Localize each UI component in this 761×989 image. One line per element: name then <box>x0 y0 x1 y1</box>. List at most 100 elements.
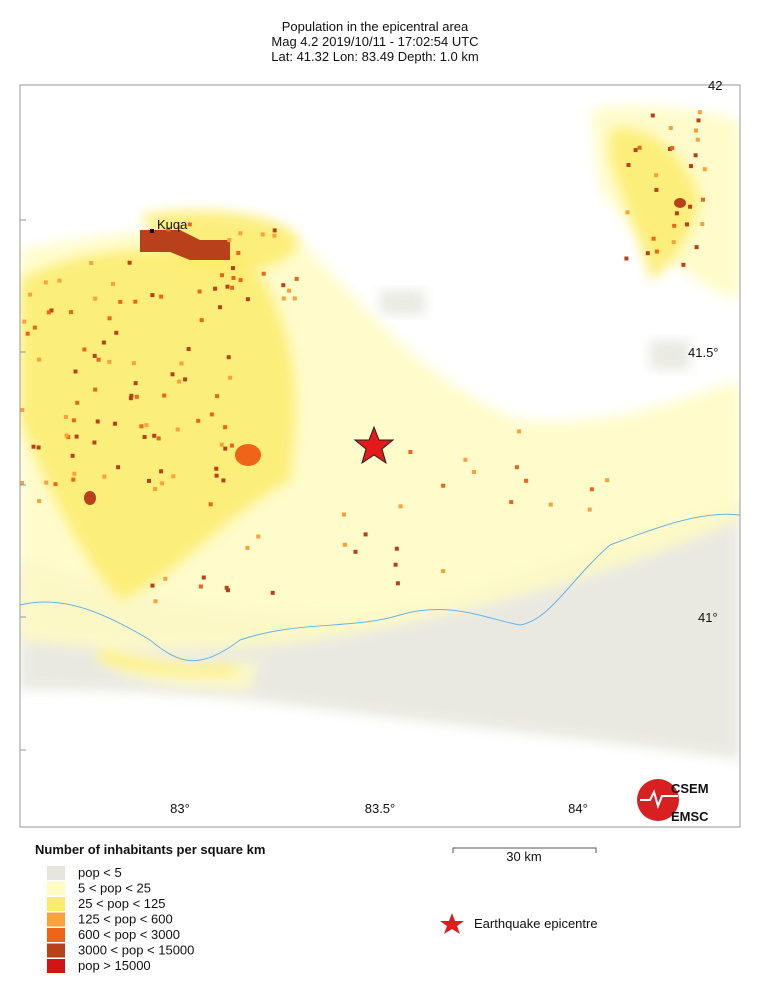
settlement <box>63 414 68 419</box>
town <box>235 444 261 466</box>
settlement <box>700 222 705 226</box>
legend-label: 600 < pop < 3000 <box>78 927 180 942</box>
scale-label: 30 km <box>506 849 541 864</box>
settlement <box>670 146 675 150</box>
settlement <box>175 427 180 432</box>
legend-title: Number of inhabitants per square km <box>35 842 265 857</box>
settlement <box>20 481 24 485</box>
event-info: Mag 4.2 2019/10/11 - 17:02:54 UTC <box>271 34 478 49</box>
lon-label: 83° <box>170 801 190 816</box>
logo-bottom: EMSC <box>671 809 709 824</box>
settlement <box>238 278 243 283</box>
settlement <box>134 394 139 399</box>
epicentre-star <box>353 425 395 465</box>
settlement <box>186 347 191 351</box>
settlement <box>214 466 219 471</box>
legend-swatch <box>47 943 65 958</box>
settlement <box>231 266 235 271</box>
settlement <box>668 126 673 130</box>
logo-globe <box>637 779 679 821</box>
settlement <box>95 419 100 424</box>
settlement <box>113 421 117 426</box>
settlement <box>88 496 93 501</box>
population-zone <box>20 249 296 600</box>
city-marker <box>150 229 154 233</box>
lat-label: 42 <box>708 78 722 93</box>
settlement <box>688 204 693 209</box>
settlement <box>633 148 638 153</box>
city-label: Kuqa <box>157 217 188 232</box>
settlement <box>220 273 224 278</box>
legend-label: pop < 5 <box>78 865 122 880</box>
settlement <box>548 502 553 507</box>
settlement <box>144 423 149 428</box>
legend-swatch <box>47 866 65 880</box>
lat-label: 41° <box>698 610 718 625</box>
lon-label: 84° <box>568 801 588 816</box>
settlement <box>394 546 399 551</box>
settlement <box>170 372 175 377</box>
legend-swatch <box>47 959 65 973</box>
settlement <box>231 276 236 280</box>
settlement <box>524 478 529 483</box>
settlement <box>625 210 630 215</box>
settlement <box>197 289 202 294</box>
settlement <box>626 163 631 167</box>
settlement <box>201 575 206 580</box>
legend-swatch <box>47 897 65 911</box>
settlement <box>107 359 112 364</box>
settlement <box>133 299 138 304</box>
settlement <box>75 400 80 405</box>
settlement <box>472 470 477 474</box>
settlement <box>152 433 157 438</box>
settlement <box>272 228 277 233</box>
settlement <box>139 424 144 429</box>
settlement <box>261 271 266 276</box>
settlement <box>227 238 232 243</box>
settlement <box>116 465 121 470</box>
legend-label: 125 < pop < 600 <box>78 912 173 927</box>
settlement <box>46 310 51 315</box>
population-zone <box>650 340 690 370</box>
settlement <box>270 590 275 595</box>
settlement <box>92 440 97 445</box>
settlement <box>170 241 175 245</box>
settlement <box>654 187 659 192</box>
settlement <box>245 545 250 550</box>
settlement <box>163 576 168 581</box>
settlement <box>162 393 167 398</box>
settlement <box>281 296 286 301</box>
kuqa-urban <box>140 230 230 260</box>
river <box>20 513 740 662</box>
settlement <box>171 474 176 479</box>
settlement <box>177 225 182 230</box>
settlement <box>71 477 76 482</box>
population-zone <box>100 640 260 690</box>
settlement <box>72 471 77 476</box>
settlement <box>74 434 79 439</box>
settlement <box>53 482 58 487</box>
settlement <box>215 394 220 399</box>
settlement <box>31 444 36 449</box>
legend-swatch <box>47 928 65 942</box>
settlement <box>696 118 701 123</box>
settlement <box>156 436 161 441</box>
settlement <box>408 450 413 454</box>
settlement <box>701 197 705 202</box>
settlement <box>650 113 655 118</box>
settlement <box>509 500 514 505</box>
settlement <box>441 483 446 488</box>
settlement <box>226 355 231 360</box>
settlement <box>64 433 69 438</box>
settlement <box>221 478 226 483</box>
settlement <box>111 281 115 286</box>
town <box>674 198 686 208</box>
settlement <box>702 167 707 172</box>
legend-label: pop > 15000 <box>78 958 151 973</box>
title: Population in the epicentral area <box>282 19 469 34</box>
settlement <box>36 445 41 450</box>
settlement <box>160 481 165 486</box>
